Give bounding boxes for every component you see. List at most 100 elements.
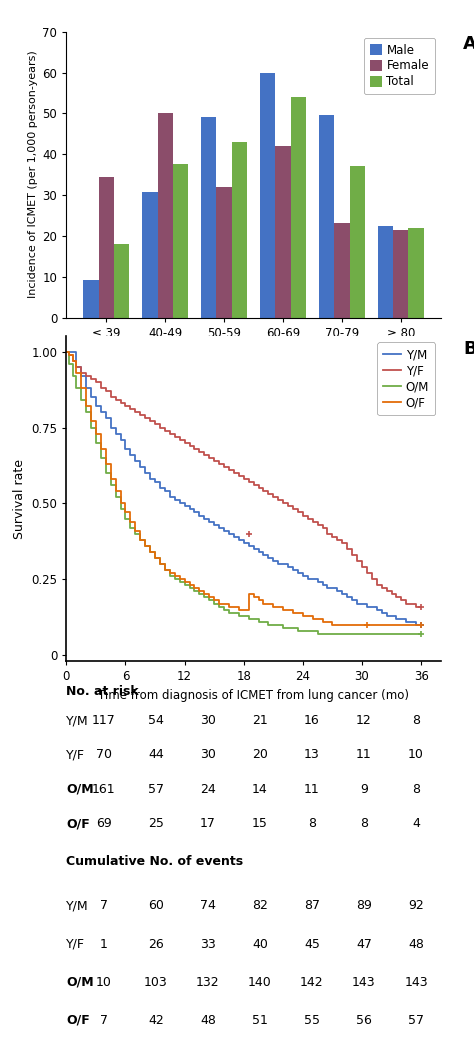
Text: 15: 15 [252, 817, 268, 831]
Text: O/F: O/F [66, 1014, 90, 1027]
Y/F [64, 345, 69, 358]
Y/F [261, 485, 266, 497]
Text: 8: 8 [412, 783, 420, 796]
Bar [201, 117, 217, 317]
Text: 161: 161 [92, 783, 116, 796]
Text: Y/F: Y/F [66, 937, 85, 950]
Text: 45: 45 [304, 937, 320, 950]
Line: Y/F: Y/F [66, 351, 421, 606]
Y/F [418, 600, 424, 613]
Text: 42: 42 [148, 1014, 164, 1027]
Text: Cumulative No. of events: Cumulative No. of events [66, 855, 244, 868]
O/F [177, 572, 182, 585]
O/M [255, 616, 261, 628]
O/F [418, 619, 424, 632]
Bar [83, 279, 99, 317]
Bar [260, 73, 275, 317]
Text: 21: 21 [252, 714, 268, 727]
Bar [275, 146, 291, 317]
Bar [114, 244, 129, 317]
Text: 20: 20 [252, 748, 268, 762]
Text: 11: 11 [356, 748, 372, 762]
Bar [334, 223, 350, 317]
Text: 132: 132 [196, 975, 219, 989]
O/M [418, 627, 424, 640]
Text: 12: 12 [356, 714, 372, 727]
Text: 140: 140 [248, 975, 272, 989]
Y/M [359, 597, 365, 609]
O/F [329, 619, 335, 632]
Text: 142: 142 [300, 975, 324, 989]
Bar [350, 166, 365, 317]
Text: 89: 89 [356, 899, 372, 912]
Text: 57: 57 [148, 783, 164, 796]
Text: 13: 13 [304, 748, 320, 762]
Text: 103: 103 [144, 975, 168, 989]
Text: O/M: O/M [66, 783, 94, 796]
Y/F [413, 600, 419, 613]
X-axis label: Time from diagnosis of ICMET from lung cancer (mo): Time from diagnosis of ICMET from lung c… [98, 689, 409, 701]
Bar [319, 115, 334, 317]
Text: 10: 10 [408, 748, 424, 762]
Text: 24: 24 [200, 783, 216, 796]
O/M [261, 616, 266, 628]
Text: 117: 117 [92, 714, 116, 727]
Text: 30: 30 [200, 748, 216, 762]
Text: O/F: O/F [66, 817, 90, 831]
Bar [232, 142, 247, 317]
Y-axis label: Incidence of ICMET (per 1,000 person-years): Incidence of ICMET (per 1,000 person-yea… [28, 51, 38, 298]
Legend: Male, Female, Total: Male, Female, Total [364, 38, 435, 94]
Text: 74: 74 [200, 899, 216, 912]
Y-axis label: Survival rate: Survival rate [13, 459, 26, 539]
Text: 48: 48 [408, 937, 424, 950]
Y/F [384, 585, 390, 598]
Text: 7: 7 [100, 1014, 108, 1027]
Y/M [241, 536, 246, 549]
Text: 69: 69 [96, 817, 112, 831]
Text: 55: 55 [304, 1014, 320, 1027]
Bar [217, 187, 232, 317]
O/M [177, 576, 182, 588]
Text: 30: 30 [200, 714, 216, 727]
Text: 143: 143 [352, 975, 376, 989]
O/F [137, 533, 143, 546]
Text: 60: 60 [148, 899, 164, 912]
Line: O/F: O/F [66, 351, 421, 625]
Text: 33: 33 [200, 937, 216, 950]
Text: 92: 92 [408, 899, 424, 912]
Bar [291, 97, 306, 317]
Text: 87: 87 [304, 899, 320, 912]
Y/M [369, 600, 374, 613]
Text: Y/M: Y/M [66, 714, 89, 727]
Y/M [64, 345, 69, 358]
O/F [261, 597, 266, 609]
Text: 26: 26 [148, 937, 164, 950]
Y/F [137, 409, 143, 422]
Text: 9: 9 [360, 783, 368, 796]
Bar [409, 227, 424, 317]
Text: 25: 25 [148, 817, 164, 831]
Line: O/M: O/M [66, 351, 421, 634]
Text: 1: 1 [100, 937, 108, 950]
Text: 16: 16 [304, 714, 320, 727]
Text: 56: 56 [356, 1014, 372, 1027]
O/M [315, 627, 320, 640]
Y/M [384, 609, 390, 622]
Text: 11: 11 [304, 783, 320, 796]
Y/M [182, 500, 187, 513]
Text: 8: 8 [308, 817, 316, 831]
Line: Y/M: Y/M [66, 351, 421, 625]
Text: 4: 4 [412, 817, 420, 831]
Text: No. at risk: No. at risk [66, 685, 139, 698]
Y/F [177, 434, 182, 446]
O/M [133, 527, 138, 540]
Y/M [418, 619, 424, 632]
Text: 40: 40 [252, 937, 268, 950]
Text: 14: 14 [252, 783, 268, 796]
Text: 70: 70 [96, 748, 112, 762]
Text: 17: 17 [200, 817, 216, 831]
Text: 47: 47 [356, 937, 372, 950]
Bar [378, 225, 393, 317]
Text: 48: 48 [200, 1014, 216, 1027]
O/F [389, 619, 394, 632]
